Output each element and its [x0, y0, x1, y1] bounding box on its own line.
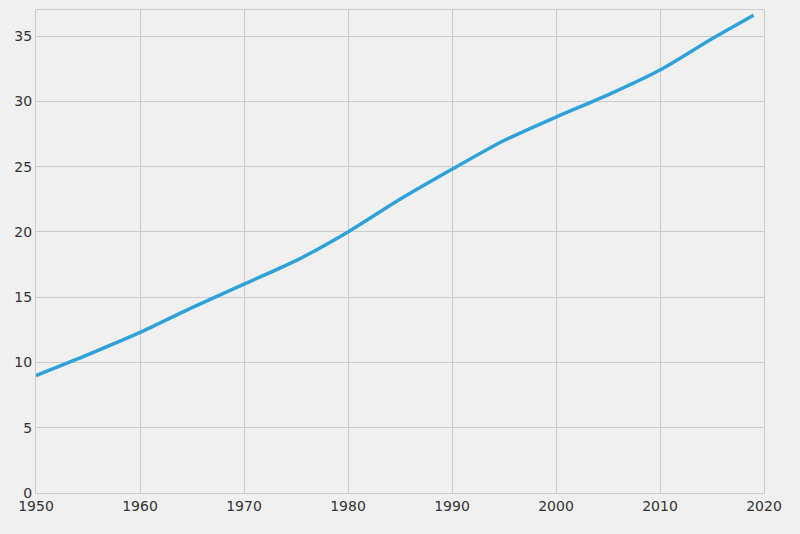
svg-text:1990: 1990	[434, 498, 470, 514]
svg-text:15: 15	[14, 289, 32, 305]
svg-text:10: 10	[14, 354, 32, 370]
svg-text:35: 35	[14, 28, 32, 44]
svg-text:1960: 1960	[122, 498, 158, 514]
svg-text:1980: 1980	[330, 498, 366, 514]
svg-text:1970: 1970	[226, 498, 262, 514]
svg-text:5: 5	[23, 420, 32, 436]
svg-text:30: 30	[14, 93, 32, 109]
svg-text:2020: 2020	[746, 498, 782, 514]
svg-text:1950: 1950	[18, 498, 54, 514]
svg-text:2000: 2000	[538, 498, 574, 514]
svg-text:0: 0	[23, 485, 32, 501]
svg-text:2010: 2010	[642, 498, 678, 514]
svg-text:25: 25	[14, 159, 32, 175]
svg-text:20: 20	[14, 224, 32, 240]
